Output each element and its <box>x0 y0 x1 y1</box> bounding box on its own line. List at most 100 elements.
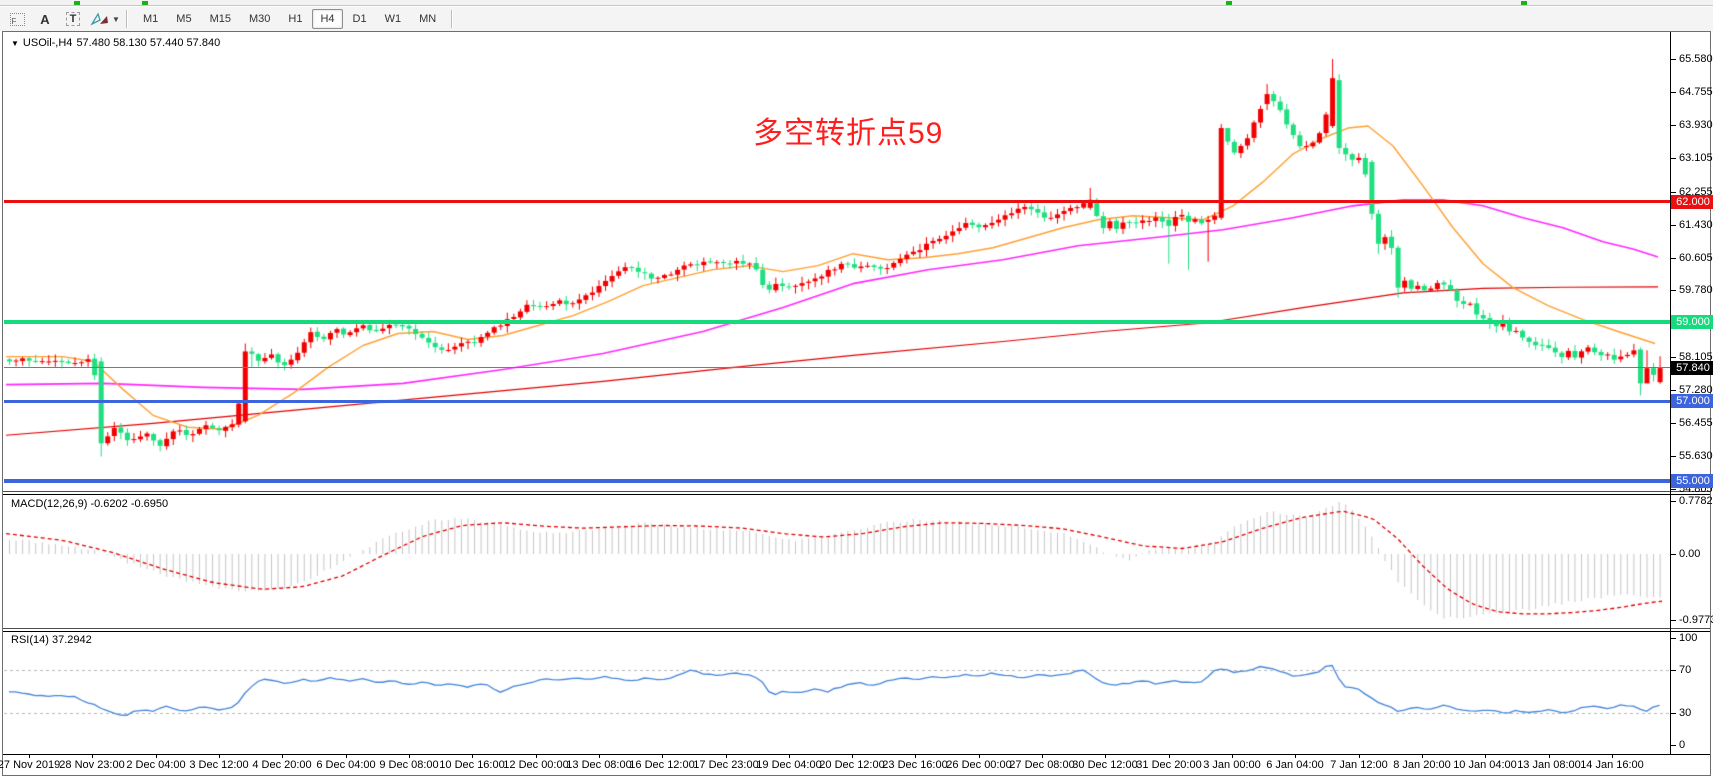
timeframe-button-m15[interactable]: M15 <box>209 13 231 25</box>
scale-tick-mark <box>1671 59 1676 60</box>
time-label: 19 Dec 04:00 <box>756 759 822 771</box>
timeframe-button-w1[interactable]: W1 <box>384 13 402 25</box>
dropdown-caret-icon[interactable]: ▼ <box>112 14 120 24</box>
time-label: 10 Dec 16:00 <box>439 759 505 771</box>
hline-resistance-62[interactable] <box>4 200 1670 203</box>
time-tick-mark <box>282 755 283 758</box>
chart-text-annotation[interactable]: 多空转折点59 <box>753 117 944 150</box>
time-axis[interactable]: 27 Nov 2019 28 Nov 23:00 2 Dec 04:00 3 Dec … <box>0 754 1710 775</box>
scale-tick-mark <box>1671 92 1676 93</box>
scale-tick-mark <box>1671 125 1676 126</box>
text-tool-icon[interactable]: A <box>40 11 50 27</box>
time-tick-mark <box>726 755 727 758</box>
time-label: 27 Dec 08:00 <box>1009 759 1075 771</box>
time-tick-mark <box>1485 755 1486 758</box>
text-label-tool-icon[interactable]: T <box>62 10 84 28</box>
pane-splitter[interactable] <box>3 491 1710 495</box>
scale-tick-mark <box>1671 501 1676 502</box>
hline-pivot-59[interactable] <box>4 320 1670 324</box>
time-label: 17 Dec 23:00 <box>693 759 759 771</box>
time-tick-mark <box>1232 755 1233 758</box>
time-label: 6 Dec 04:00 <box>316 759 376 771</box>
macd-scale-value: 0.00 <box>1679 548 1701 560</box>
symbol-period-label: USOil-,H4 <box>22 37 73 49</box>
time-label: 9 Dec 08:00 <box>379 759 439 771</box>
time-label: 13 Dec 08:00 <box>566 759 632 771</box>
rsi-scale-value: 100 <box>1679 632 1698 644</box>
time-tick-mark <box>346 755 347 758</box>
time-label: 30 Dec 12:00 <box>1072 759 1138 771</box>
rsi-scale-value: 0 <box>1679 739 1686 751</box>
toolbar-separator <box>451 10 454 28</box>
time-tick-mark <box>219 755 220 758</box>
time-label: 2 Dec 04:00 <box>126 759 186 771</box>
time-label: 23 Dec 16:00 <box>882 759 948 771</box>
toolbar-fragment-icon <box>1521 1 1527 5</box>
price-scale-value: 65.580 <box>1679 53 1713 65</box>
time-tick-mark <box>1105 755 1106 758</box>
price-badge-59.000: 59.000 <box>1671 315 1713 329</box>
price-scale-value: 64.755 <box>1679 86 1713 98</box>
symbol-dropdown-icon[interactable]: ▼ <box>11 38 19 48</box>
macd-scale-value: -0.9773 <box>1679 614 1713 626</box>
time-label: 3 Dec 12:00 <box>189 759 249 771</box>
time-label: 8 Jan 20:00 <box>1393 759 1451 771</box>
time-label: 14 Jan 16:00 <box>1580 759 1644 771</box>
scale-tick-mark <box>1671 745 1676 746</box>
arrow-tools-icon[interactable]: ▼ <box>90 10 120 28</box>
timeframe-button-m1[interactable]: M1 <box>143 13 159 25</box>
timeframe-button-m5[interactable]: M5 <box>176 13 192 25</box>
scale-tick-mark <box>1671 290 1676 291</box>
toolbar-fragment-icon <box>142 1 148 5</box>
scale-tick-mark <box>1671 713 1676 714</box>
timeframe-button-m30[interactable]: M30 <box>248 13 271 25</box>
price-scale-divider <box>1670 32 1671 754</box>
time-label: 31 Dec 20:00 <box>1136 759 1202 771</box>
time-label: 13 Jan 08:00 <box>1517 759 1581 771</box>
scale-tick-mark <box>1671 158 1676 159</box>
price-scale-value: 58.105 <box>1679 351 1713 363</box>
time-tick-mark <box>472 755 473 758</box>
time-label: 28 Nov 23:00 <box>59 759 125 771</box>
price-badge-62.000: 62.000 <box>1671 195 1713 209</box>
scale-tick-mark <box>1671 638 1676 639</box>
time-label: 10 Jan 04:00 <box>1453 759 1517 771</box>
scale-tick-mark <box>1671 489 1676 490</box>
pane-splitter[interactable] <box>3 628 1710 632</box>
frame-tool-icon[interactable]: F <box>6 10 28 28</box>
price-scale-value: 56.455 <box>1679 417 1713 429</box>
price-badge-57.840: 57.840 <box>1671 361 1713 375</box>
chart-canvas[interactable] <box>3 32 1710 754</box>
rsi-scale-value: 30 <box>1679 707 1692 719</box>
scale-tick-mark <box>1671 192 1676 193</box>
scale-tick-mark <box>1671 423 1676 424</box>
chart-title: ▼ USOil-,H4 57.480 58.130 57.440 57.840 <box>11 37 220 49</box>
time-label: 6 Jan 04:00 <box>1266 759 1324 771</box>
time-tick-mark <box>1359 755 1360 758</box>
time-tick-mark <box>789 755 790 758</box>
time-tick-mark <box>915 755 916 758</box>
scale-tick-mark <box>1671 357 1676 358</box>
timeframe-button-d1[interactable]: D1 <box>352 13 367 25</box>
time-tick-mark <box>599 755 600 758</box>
time-label: 12 Dec 00:00 <box>503 759 569 771</box>
time-tick-mark <box>662 755 663 758</box>
time-tick-mark <box>979 755 980 758</box>
toolbar-fragment-icon <box>74 1 80 5</box>
price-scale-value: 63.105 <box>1679 152 1713 164</box>
hline-current-price[interactable] <box>4 367 1670 368</box>
time-label: 27 Nov 2019 <box>0 759 61 771</box>
toolbar-fragment-icon <box>1226 1 1232 5</box>
macd-label: MACD(12,26,9) -0.6202 -0.6950 <box>11 498 169 510</box>
scale-tick-mark <box>1671 456 1676 457</box>
timeframe-button-group: M1 M5 M15 M30 H1 H4 D1 W1 MN <box>134 9 445 29</box>
hline-support-57[interactable] <box>4 400 1670 403</box>
timeframe-button-h4[interactable]: H4 <box>312 9 343 29</box>
hline-support-55[interactable] <box>4 479 1670 483</box>
price-badge-57.000: 57.000 <box>1671 394 1713 408</box>
price-scale-value: 63.930 <box>1679 119 1713 131</box>
timeframe-button-h1[interactable]: H1 <box>288 13 303 25</box>
time-tick-mark <box>1612 755 1613 758</box>
timeframe-button-mn[interactable]: MN <box>419 13 437 25</box>
time-tick-mark <box>852 755 853 758</box>
